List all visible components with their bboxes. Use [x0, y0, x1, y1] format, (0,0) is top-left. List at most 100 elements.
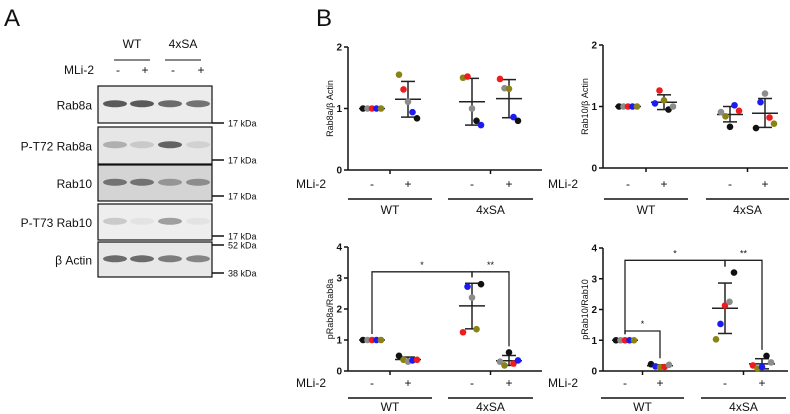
lane-sign: +: [141, 63, 148, 77]
data-point-olive: [501, 362, 508, 369]
y-tick-label: 3: [591, 274, 597, 285]
blot-band: [158, 141, 182, 149]
x-sign-label: -: [623, 376, 627, 390]
data-point-olive: [660, 97, 668, 104]
series-4xsa-: [496, 349, 522, 369]
series-wt-: [612, 336, 638, 344]
group-label-wt: WT: [633, 400, 652, 414]
data-point-gray: [468, 294, 476, 301]
data-point-gray: [726, 298, 733, 306]
x-sign-label: -: [470, 376, 474, 390]
y-tick-label: 0: [336, 166, 342, 177]
data-point-red: [735, 107, 743, 115]
lane-sign: -: [116, 63, 120, 77]
series-wt-: [647, 360, 673, 371]
significance-bracket: [724, 259, 763, 350]
treatment-label: MLi-2: [548, 376, 578, 390]
series-wt-: [395, 71, 421, 122]
group-label-wt: WT: [381, 203, 400, 217]
data-point-red: [413, 356, 421, 364]
data-point-red: [766, 114, 773, 121]
blot-band: [158, 178, 182, 186]
data-point-black: [413, 115, 421, 122]
data-point-gray: [665, 361, 673, 369]
blot-p-t73-rab10: [97, 203, 213, 241]
blot-band: [186, 141, 210, 149]
group-label-4xsa: 4xSA: [729, 400, 758, 414]
blot-rab8a: [97, 85, 213, 124]
data-point-gray: [669, 103, 677, 110]
data-point-olive: [395, 71, 403, 78]
blot-band: [158, 255, 182, 263]
blot-band: [130, 141, 154, 149]
series-4xsa-: [752, 90, 778, 132]
lane-sign: -: [171, 63, 175, 77]
data-point-olive: [770, 120, 778, 128]
x-sign-label: -: [723, 376, 727, 390]
data-point-blue: [717, 320, 724, 328]
data-point-olive: [377, 105, 385, 112]
significance-label: *: [420, 260, 424, 270]
data-point-olive: [712, 336, 720, 343]
data-point-blue: [651, 100, 659, 107]
x-sign-label: +: [656, 376, 663, 390]
x-sign-label: +: [404, 376, 411, 390]
data-point-olive: [630, 336, 638, 344]
blot-band: [158, 217, 182, 225]
y-axis-label: pRab10/Rab10: [580, 279, 590, 340]
group-label-4xsa: 4xSA: [169, 37, 198, 51]
series-wt-: [615, 103, 641, 110]
significance-label: **: [740, 248, 748, 258]
data-point-red: [721, 302, 729, 309]
kda-marker-label: 38 kDa: [228, 269, 257, 279]
kda-marker-label: 17 kDa: [228, 192, 257, 202]
data-point-black: [752, 124, 760, 132]
blot-band: [103, 141, 127, 149]
blot-p-t72-rab8a: [97, 126, 213, 165]
series-4xsa-: [712, 269, 738, 343]
data-point-blue: [510, 113, 517, 121]
blot-band: [130, 178, 154, 186]
y-tick-label: 2: [336, 43, 342, 54]
blot--actin: [97, 241, 213, 278]
series-4xsa-: [459, 280, 485, 336]
bracket-line: [471, 271, 510, 347]
data-point-black: [730, 269, 738, 276]
blot-label: Rab10: [57, 177, 93, 191]
x-sign-label: +: [660, 177, 667, 191]
group-label-4xsa: 4xSA: [476, 203, 505, 217]
blot-band: [103, 255, 127, 263]
y-tick-label: 3: [336, 274, 342, 285]
blot-band: [186, 178, 210, 186]
data-point-gray: [496, 358, 504, 366]
treatment-label: MLi-2: [548, 177, 578, 191]
blot-band: [186, 100, 210, 108]
group-label-4xsa: 4xSA: [733, 203, 762, 217]
x-sign-label: +: [404, 177, 411, 191]
data-point-blue: [757, 98, 764, 106]
data-point-gray: [767, 359, 775, 366]
kda-marker-label: 52 kDa: [228, 241, 257, 251]
x-sign-label: -: [626, 177, 630, 191]
y-tick-label: 1: [591, 102, 597, 113]
data-point-red: [400, 86, 407, 93]
data-point-olive: [633, 103, 641, 110]
data-point-gray: [761, 90, 769, 97]
series-wt-: [359, 336, 385, 344]
data-point-black: [505, 349, 513, 356]
blot-band: [186, 255, 210, 263]
y-tick-label: 4: [591, 244, 597, 255]
y-tick-label: 0: [591, 164, 597, 175]
data-point-black: [473, 117, 480, 125]
group-label-wt: WT: [637, 203, 656, 217]
data-point-blue: [409, 108, 416, 116]
data-point-black: [726, 123, 734, 131]
data-point-gray: [404, 98, 412, 106]
kda-marker-label: 17 kDa: [228, 232, 257, 242]
data-point-olive: [722, 113, 729, 120]
blot-band: [103, 178, 127, 186]
bracket-line: [624, 330, 661, 359]
blot-label: β Actin: [55, 254, 92, 268]
data-point-gray: [717, 108, 725, 116]
y-tick-label: 1: [336, 336, 342, 347]
